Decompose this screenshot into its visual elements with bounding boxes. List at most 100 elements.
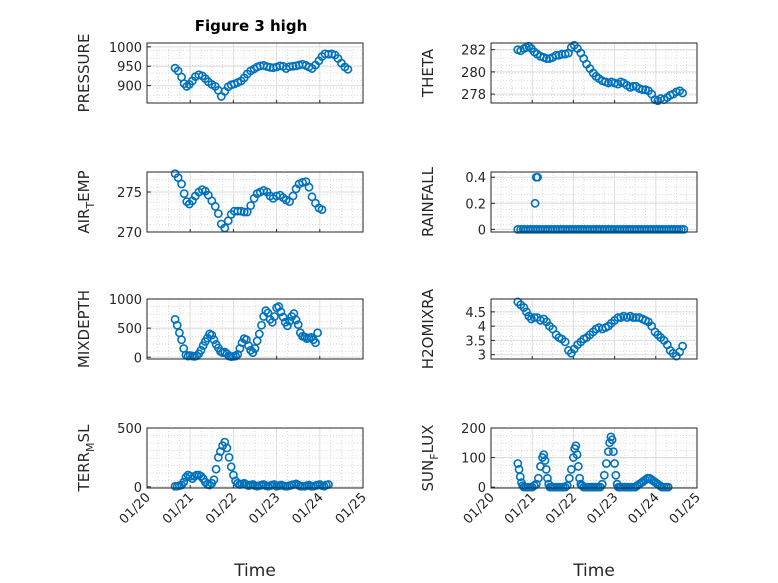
y-axis-label-main: H2OMIXRA bbox=[419, 288, 437, 369]
data-point bbox=[250, 344, 260, 353]
data-point bbox=[211, 464, 221, 474]
data-point bbox=[231, 351, 240, 361]
y-axis-label-subscript: T bbox=[84, 202, 97, 210]
x-tick-label: 01/22 bbox=[543, 490, 580, 527]
y-tick-label: 0.2 bbox=[465, 197, 486, 212]
data-point bbox=[177, 335, 186, 345]
data-point bbox=[278, 312, 288, 322]
y-axis-label: PRESSURE bbox=[75, 34, 93, 113]
x-tick-label: 01/23 bbox=[584, 490, 621, 527]
data-point bbox=[213, 209, 223, 218]
x-tick-label: 01/22 bbox=[203, 490, 240, 527]
data-point bbox=[172, 320, 182, 330]
y-tick-label: 0.4 bbox=[465, 171, 486, 186]
y-tick-label: 3 bbox=[478, 349, 486, 364]
data-point bbox=[604, 447, 613, 457]
y-tick-label: 0 bbox=[478, 223, 486, 238]
axes-box bbox=[490, 427, 698, 489]
y-axis-label-subscript: M bbox=[84, 442, 97, 452]
data-point bbox=[611, 470, 621, 480]
figure-title: Figure 3 high bbox=[195, 17, 308, 35]
data-point bbox=[282, 321, 292, 331]
y-tick-label: 900 bbox=[117, 80, 142, 95]
data-point bbox=[575, 473, 584, 483]
y-axis-label-main: RAINFALL bbox=[419, 166, 437, 237]
data-point bbox=[638, 85, 648, 95]
data-point bbox=[210, 201, 220, 211]
x-tick-label: 01/24 bbox=[290, 490, 327, 527]
data-point bbox=[663, 482, 673, 492]
data-point bbox=[270, 312, 279, 321]
y-tick-label: 0 bbox=[134, 351, 142, 366]
subplot-rainfall: 0 0.2 0.4 RAINFALL bbox=[419, 166, 698, 238]
y-axis-label: SUNFLUX bbox=[419, 425, 441, 492]
data-point bbox=[529, 481, 539, 491]
data-point bbox=[179, 477, 189, 487]
y-axis-label: AIRTEMP bbox=[75, 170, 97, 233]
data-point bbox=[572, 450, 582, 460]
x-tick-label: 01/23 bbox=[246, 490, 283, 527]
subplot-mixdepth: 0 500 1000 MIXDEPTH bbox=[75, 290, 364, 368]
data-point bbox=[542, 54, 552, 63]
x-tick-label: 01/21 bbox=[502, 490, 539, 527]
y-axis-label-main: SUN bbox=[419, 460, 437, 492]
y-tick-label: 278 bbox=[461, 88, 486, 103]
y-tick-label: 1000 bbox=[109, 41, 142, 56]
y-axis-label-main: TERR bbox=[75, 452, 93, 493]
data-point bbox=[205, 480, 215, 490]
data-point bbox=[226, 462, 236, 472]
data-point bbox=[610, 459, 619, 468]
data-point bbox=[313, 328, 323, 338]
y-tick-label: 280 bbox=[461, 66, 486, 81]
data-point bbox=[209, 475, 219, 485]
axes-box bbox=[146, 42, 364, 104]
data-point bbox=[304, 182, 314, 192]
x-tick-label: 01/21 bbox=[160, 490, 197, 527]
data-point bbox=[543, 473, 552, 483]
data-point bbox=[678, 88, 687, 98]
data-point bbox=[209, 335, 219, 345]
x-tick-label: 01/25 bbox=[333, 490, 370, 527]
data-point bbox=[515, 472, 525, 482]
x-tick-label: 01/25 bbox=[667, 490, 704, 527]
data-point bbox=[571, 441, 581, 451]
data-point bbox=[311, 338, 320, 348]
data-point bbox=[246, 201, 256, 210]
data-point bbox=[601, 459, 611, 468]
y-tick-label: 4 bbox=[478, 320, 486, 335]
data-point bbox=[182, 197, 192, 206]
y-axis-label: MIXDEPTH bbox=[75, 290, 93, 368]
y-tick-label: 270 bbox=[117, 226, 142, 241]
data-point bbox=[274, 302, 284, 311]
data-point bbox=[293, 320, 303, 330]
y-axis-label-main: MIXDEPTH bbox=[75, 290, 93, 368]
data-point bbox=[513, 459, 523, 468]
data-point bbox=[252, 336, 262, 346]
data-point bbox=[679, 224, 689, 234]
x-tick-label: 01/24 bbox=[626, 490, 663, 527]
data-point bbox=[317, 205, 327, 214]
data-point bbox=[530, 198, 540, 208]
data-point bbox=[519, 303, 529, 312]
data-point bbox=[599, 470, 609, 480]
data-point bbox=[207, 330, 217, 340]
data-point bbox=[246, 345, 256, 355]
data-point bbox=[173, 173, 183, 182]
data-point bbox=[522, 307, 531, 317]
x-axis-label: Time bbox=[572, 561, 615, 581]
y-axis-label-tail: SL bbox=[75, 424, 93, 443]
axes-box bbox=[490, 298, 698, 360]
data-point bbox=[613, 313, 623, 322]
data-point bbox=[261, 306, 271, 316]
data-point bbox=[276, 307, 286, 317]
data-point bbox=[533, 473, 543, 483]
y-tick-label: 500 bbox=[117, 322, 142, 337]
subplot-air_temp: 270 275 AIRTEMP bbox=[75, 169, 364, 241]
y-axis-label: RAINFALL bbox=[419, 166, 437, 237]
data-point bbox=[288, 61, 298, 71]
data-point bbox=[257, 320, 266, 330]
data-point bbox=[222, 443, 232, 453]
